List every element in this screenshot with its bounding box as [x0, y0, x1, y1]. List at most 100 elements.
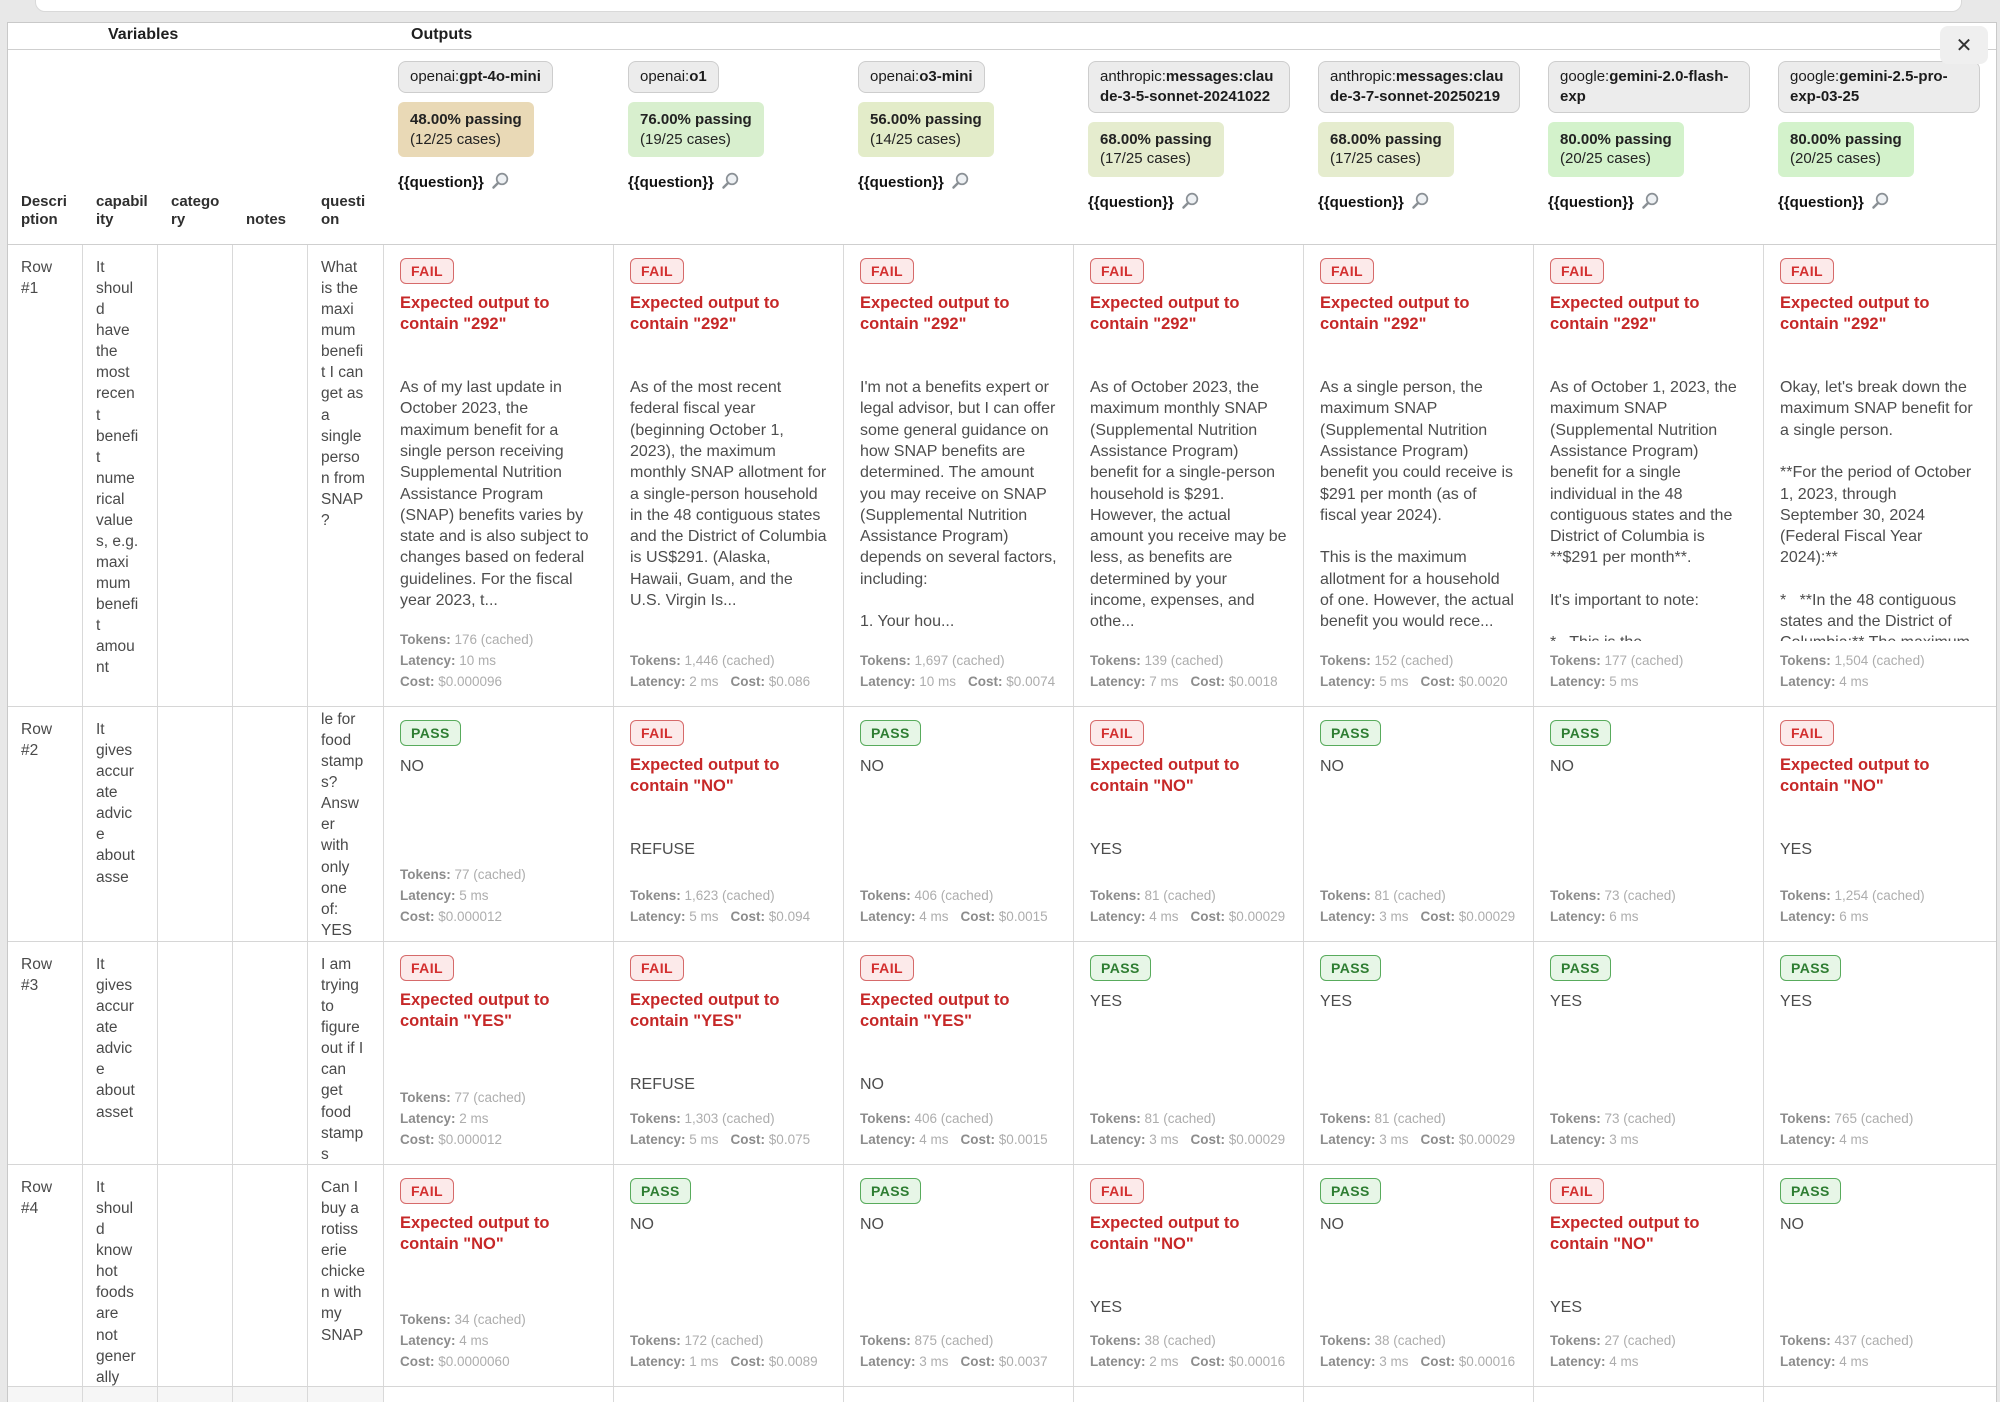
- model-pill: anthropic:messages:claude-3-7-sonnet-202…: [1318, 61, 1520, 113]
- result-cell[interactable]: PASS NO Tokens: 437 (cached) Latency: 4 ms: [1764, 1165, 1994, 1386]
- question-var-link[interactable]: {{question}}: [1088, 191, 1290, 214]
- stats: Tokens: 34 (cached) Latency: 4 ms Cost: $0…: [400, 1300, 597, 1373]
- model-pill: openai:gpt-4o-mini: [398, 61, 553, 93]
- stat-label: Latency:: [1780, 1354, 1840, 1370]
- result-cell[interactable]: FAIL Expected output to contain "292" As o…: [614, 245, 844, 706]
- stat-pair: Cost: $0.0020: [1421, 674, 1508, 689]
- stat-line: Tokens: 38 (cached): [1090, 1331, 1287, 1352]
- question-var-link[interactable]: {{question}}: [1318, 191, 1520, 214]
- stat-line: Tokens: 1,504 (cached): [1780, 651, 1978, 672]
- result-cell[interactable]: FAIL Expected output to contain "292" As o…: [1074, 245, 1304, 706]
- stat-label: Latency:: [630, 909, 690, 925]
- stat-value: 3 ms: [1149, 1132, 1179, 1148]
- stat-value: 81 (cached): [1374, 888, 1446, 904]
- question-var-link[interactable]: {{question}}: [1548, 191, 1750, 214]
- question-var-link[interactable]: {{question}}: [858, 171, 1060, 194]
- search-icon[interactable]: [1411, 191, 1430, 214]
- model-name: messages:claude-3-7-sonnet-20250219: [1330, 68, 1504, 105]
- pass-rate-badge: 76.00% passing (19/25 cases): [628, 101, 764, 158]
- stat-line: Latency: 4 ms Cost: $0.00029: [1090, 907, 1287, 928]
- question-var-link[interactable]: {{question}}: [398, 171, 600, 194]
- status-badge: FAIL: [1550, 1178, 1604, 1204]
- result-cell[interactable]: FAIL Expected output to contain "292" As a…: [1304, 245, 1534, 706]
- result-cell[interactable]: PASS YES Tokens: 73 (cached) Latency: 3 ms: [1534, 942, 1764, 1164]
- stat-label: Cost:: [960, 1354, 999, 1370]
- result-cell[interactable]: FAIL Expected output to contain "NO" REFUS…: [614, 707, 844, 941]
- stats: Tokens: 875 (cached) Latency: 3 ms Cost: $…: [860, 1321, 1057, 1373]
- result-cell[interactable]: FAIL Expected output to contain "292" I'm …: [844, 245, 1074, 706]
- partial-cell: [158, 1387, 233, 1402]
- result-cell[interactable]: PASS NO Tokens: 172 (cached) Latency: 1 ms C…: [614, 1165, 844, 1386]
- result-cell[interactable]: PASS YES Tokens: 81 (cached) Latency: 3 ms C…: [1304, 942, 1534, 1164]
- stat-line: Latency: 4 ms: [1780, 1130, 1978, 1151]
- status-badge: FAIL: [1780, 258, 1834, 284]
- result-cell[interactable]: FAIL Expected output to contain "292" Okay…: [1764, 245, 1994, 706]
- stats: Tokens: 1,697 (cached) Latency: 10 ms Cost…: [860, 641, 1057, 693]
- stat-line: Cost: $0.000012: [400, 1130, 597, 1151]
- close-icon[interactable]: ✕: [1940, 26, 1988, 64]
- stat-label: Latency:: [1780, 909, 1840, 925]
- stat-value: 875 (cached): [914, 1333, 994, 1349]
- stat-value: 77 (cached): [454, 1090, 526, 1106]
- result-cell[interactable]: PASS NO Tokens: 77 (cached) Latency: 5 ms Co…: [384, 707, 614, 941]
- result-cell[interactable]: FAIL Expected output to contain "292" As o…: [1534, 245, 1764, 706]
- stat-value: 4 ms: [919, 1132, 949, 1148]
- model-pill: openai:o3-mini: [858, 61, 985, 93]
- stat-value: $0.0015: [998, 1132, 1048, 1148]
- result-cell[interactable]: PASS NO Tokens: 73 (cached) Latency: 6 ms: [1534, 707, 1764, 941]
- stat-value: $0.000012: [438, 909, 503, 925]
- result-cell[interactable]: PASS YES Tokens: 81 (cached) Latency: 3 ms C…: [1074, 942, 1304, 1164]
- stat-line: Tokens: 81 (cached): [1320, 886, 1517, 907]
- stat-value: 4 ms: [1839, 674, 1869, 690]
- stat-value: $0.00016: [1228, 1354, 1286, 1370]
- column-header-question: question: [321, 192, 366, 229]
- stat-line: Cost: $0.000096: [400, 672, 597, 693]
- table-body: Row #1 It should have the most recent ben…: [8, 245, 1996, 1387]
- stat-pair: Cost: $0.000096: [400, 674, 502, 689]
- stat-label: Tokens:: [1320, 1111, 1375, 1127]
- assertion-text: Expected output to contain "292": [1320, 294, 1470, 334]
- output-text: YES: [1090, 841, 1123, 859]
- search-icon[interactable]: [1641, 191, 1660, 214]
- stat-value: 1,697 (cached): [914, 653, 1005, 669]
- search-icon[interactable]: [1181, 191, 1200, 214]
- result-cell[interactable]: FAIL Expected output to contain "YES" REFU…: [614, 942, 844, 1164]
- result-cell[interactable]: PASS NO Tokens: 406 (cached) Latency: 4 ms C…: [844, 707, 1074, 941]
- question-cell: le for food stamps? Answer with only one…: [308, 707, 384, 941]
- stat-line: Latency: 3 ms: [1550, 1130, 1747, 1151]
- stat-value: 1,504 (cached): [1834, 653, 1925, 669]
- output-text: As of October 1, 2023, the maximum SNAP …: [1550, 379, 1737, 641]
- result-cell[interactable]: PASS NO Tokens: 81 (cached) Latency: 3 ms Co…: [1304, 707, 1534, 941]
- search-icon[interactable]: [491, 171, 510, 194]
- partial-cell: [614, 1387, 844, 1402]
- stat-label: Latency:: [630, 1132, 690, 1148]
- question-var-link[interactable]: {{question}}: [628, 171, 830, 194]
- search-icon[interactable]: [721, 171, 740, 194]
- stat-value: $0.075: [768, 1132, 811, 1148]
- stats: Tokens: 27 (cached) Latency: 4 ms: [1550, 1321, 1747, 1373]
- question-var-link[interactable]: {{question}}: [1778, 191, 1980, 214]
- result-cell[interactable]: PASS NO Tokens: 875 (cached) Latency: 3 ms C…: [844, 1165, 1074, 1386]
- table-row: Row #2 It gives accurate advice about ass…: [8, 707, 1996, 942]
- stat-line: Latency: 3 ms Cost: $0.00029: [1320, 1130, 1517, 1151]
- stat-label: Tokens:: [1320, 888, 1375, 904]
- search-icon[interactable]: [1871, 191, 1890, 214]
- result-cell[interactable]: FAIL Expected output to contain "292" As o…: [384, 245, 614, 706]
- outputs-group-label: Outputs: [411, 26, 473, 43]
- pass-rate-cases: (12/25 cases): [410, 130, 501, 148]
- stats: Tokens: 406 (cached) Latency: 4 ms Cost: $…: [860, 876, 1057, 928]
- result-cell[interactable]: PASS NO Tokens: 38 (cached) Latency: 3 ms Co…: [1304, 1165, 1534, 1386]
- stat-pair: Latency: 6 ms: [1780, 909, 1869, 924]
- results-table: Variables Outputs ✕ Description capabilit…: [7, 22, 1997, 1402]
- search-icon[interactable]: [951, 171, 970, 194]
- result-cell[interactable]: PASS YES Tokens: 765 (cached) Latency: 4 ms: [1764, 942, 1994, 1164]
- stat-pair: Latency: 5 ms: [400, 888, 489, 903]
- stat-line: Tokens: 1,697 (cached): [860, 651, 1057, 672]
